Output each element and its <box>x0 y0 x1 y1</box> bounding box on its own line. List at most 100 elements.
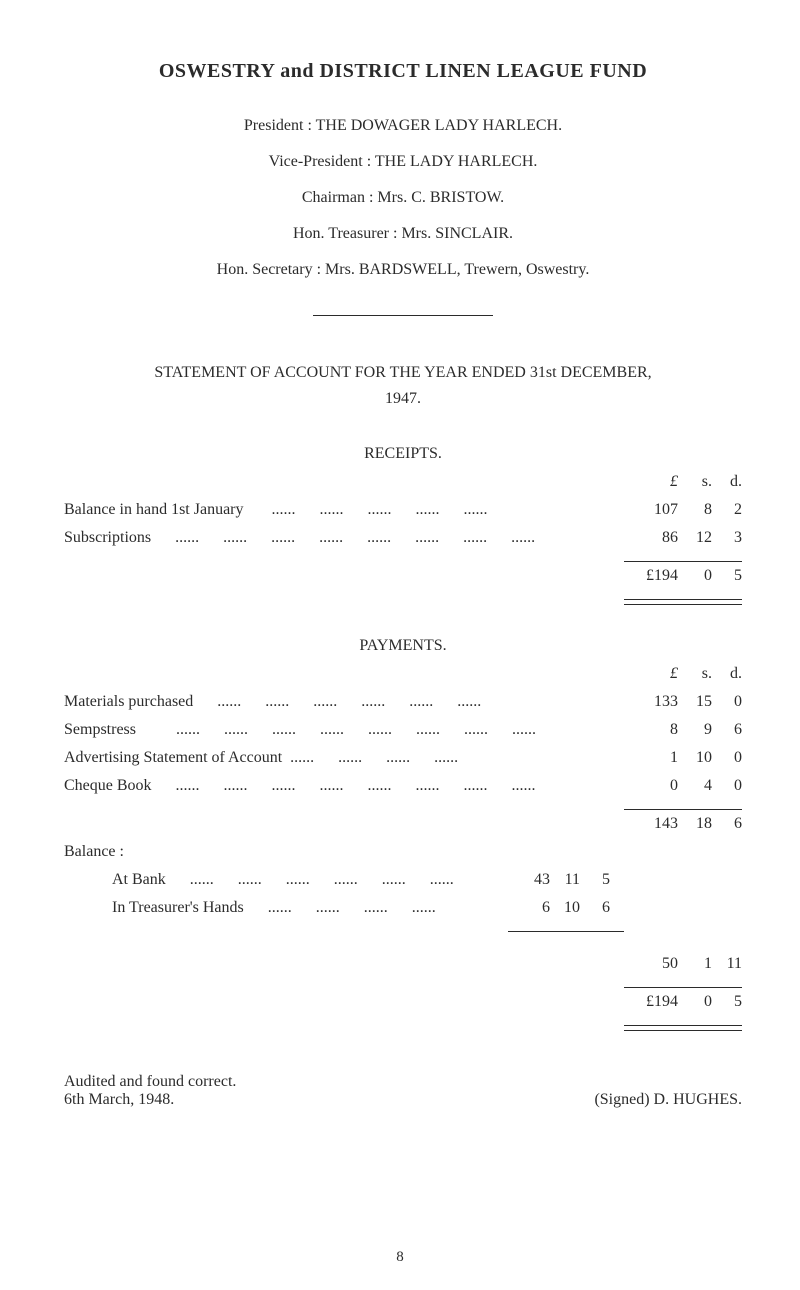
payments-total-rule <box>64 983 742 993</box>
payments-total-row: £194 0 5 <box>64 993 742 1021</box>
amount-d: 0 <box>712 777 742 795</box>
treasurer-line: Hon. Treasurer : Mrs. SINCLAIR. <box>64 225 742 243</box>
receipts-lsd-header: £ s. d. <box>64 473 742 501</box>
amount-l: 8 <box>624 721 678 739</box>
lsd-l: £ <box>624 665 678 683</box>
payments-subtotal-l: 143 <box>624 815 678 833</box>
payments-row: Materials purchased ...... ...... ......… <box>64 693 742 721</box>
vicepresident-label: Vice-President : <box>269 153 372 170</box>
audit-line1: Audited and found correct. <box>64 1073 742 1091</box>
amount-d: 0 <box>712 749 742 767</box>
balance-sum-s: 1 <box>678 955 712 973</box>
receipts-heading: RECEIPTS. <box>64 445 742 463</box>
receipts-row: Subscriptions ...... ...... ...... .....… <box>64 529 742 557</box>
payments-lsd-header: £ s. d. <box>64 665 742 693</box>
amount-s: 4 <box>678 777 712 795</box>
payments-section: PAYMENTS. £ s. d. Materials purchased ..… <box>64 637 742 1035</box>
balance-row-label: In Treasurer's Hands ...... ...... .....… <box>64 899 508 917</box>
amount-l: 133 <box>624 693 678 711</box>
president-name: THE DOWAGER LADY HARLECH. <box>316 117 563 134</box>
payments-subtotal-row: 143 18 6 <box>64 815 742 843</box>
vicepresident-name: THE LADY HARLECH. <box>375 153 538 170</box>
balance-label: Balance : <box>64 843 624 861</box>
amount-d: 0 <box>712 693 742 711</box>
balance-inner-rule-row <box>64 927 742 955</box>
lsd-l: £ <box>624 473 678 491</box>
inner-l: 43 <box>508 871 550 889</box>
audit-signed: (Signed) D. HUGHES. <box>594 1091 742 1109</box>
treasurer-label: Hon. Treasurer : <box>293 225 397 242</box>
audit-line2: 6th March, 1948. <box>64 1091 174 1109</box>
lsd-s: s. <box>678 665 712 683</box>
page-title: OSWESTRY and DISTRICT LINEN LEAGUE FUND <box>64 60 742 83</box>
audit-block: Audited and found correct. 6th March, 19… <box>64 1073 742 1109</box>
amount-l: 107 <box>624 501 678 519</box>
balance-row: At Bank ...... ...... ...... ...... ....… <box>64 871 742 899</box>
payments-row: Cheque Book ...... ...... ...... ...... … <box>64 777 742 805</box>
secretary-label: Hon. Secretary : <box>217 261 321 278</box>
document-page: OSWESTRY and DISTRICT LINEN LEAGUE FUND … <box>0 0 800 1290</box>
inner-s: 11 <box>550 871 580 889</box>
chairman-line: Chairman : Mrs. C. BRISTOW. <box>64 189 742 207</box>
payments-row-label: Materials purchased ...... ...... ......… <box>64 693 624 711</box>
amount-s: 15 <box>678 693 712 711</box>
balance-sum-d: 11 <box>712 955 742 973</box>
payments-subtotal-rule <box>64 805 742 815</box>
payments-row: Sempstress ...... ...... ...... ...... .… <box>64 721 742 749</box>
balance-label-row: Balance : <box>64 843 742 871</box>
amount-s: 12 <box>678 529 712 547</box>
vice-president-line: Vice-President : THE LADY HARLECH. <box>64 153 742 171</box>
receipts-total-d: 5 <box>712 567 742 585</box>
payments-total-s: 0 <box>678 993 712 1011</box>
receipts-total-l: £194 <box>624 567 678 585</box>
page-number: 8 <box>0 1249 800 1266</box>
amount-d: 3 <box>712 529 742 547</box>
secretary-line: Hon. Secretary : Mrs. BARDSWELL, Trewern… <box>64 261 742 279</box>
statement-heading-line1: STATEMENT OF ACCOUNT FOR THE YEAR ENDED … <box>64 360 742 386</box>
treasurer-name: Mrs. SINCLAIR. <box>401 225 513 242</box>
receipts-row-label: Balance in hand 1st January ...... .....… <box>64 501 624 519</box>
balance-inner-rule <box>508 931 624 933</box>
secretary-name: Mrs. BARDSWELL, Trewern, Oswestry. <box>325 261 589 278</box>
payments-row-label: Advertising Statement of Account ...... … <box>64 749 624 767</box>
amount-s: 8 <box>678 501 712 519</box>
amount-l: 0 <box>624 777 678 795</box>
chairman-name: Mrs. C. BRISTOW. <box>377 189 504 206</box>
statement-heading: STATEMENT OF ACCOUNT FOR THE YEAR ENDED … <box>64 360 742 411</box>
receipts-total-s: 0 <box>678 567 712 585</box>
payments-row-label: Sempstress ...... ...... ...... ...... .… <box>64 721 624 739</box>
chairman-label: Chairman : <box>302 189 374 206</box>
amount-d: 2 <box>712 501 742 519</box>
president-line: President : THE DOWAGER LADY HARLECH. <box>64 117 742 135</box>
balance-row-label: At Bank ...... ...... ...... ...... ....… <box>64 871 508 889</box>
inner-l: 6 <box>508 899 550 917</box>
payments-heading: PAYMENTS. <box>64 637 742 655</box>
inner-d: 5 <box>580 871 624 889</box>
balance-row: In Treasurer's Hands ...... ...... .....… <box>64 899 742 927</box>
amount-l: 1 <box>624 749 678 767</box>
receipts-row: Balance in hand 1st January ...... .....… <box>64 501 742 529</box>
receipts-double-rule <box>64 595 742 609</box>
lsd-d: d. <box>712 665 742 683</box>
amount-s: 10 <box>678 749 712 767</box>
lsd-s: s. <box>678 473 712 491</box>
balance-sum-row: 50 1 11 <box>64 955 742 983</box>
receipts-rule <box>64 557 742 567</box>
balance-sum-l: 50 <box>624 955 678 973</box>
payments-total-l: £194 <box>624 993 678 1011</box>
amount-d: 6 <box>712 721 742 739</box>
payments-double-rule <box>64 1021 742 1035</box>
payments-row-label: Cheque Book ...... ...... ...... ...... … <box>64 777 624 795</box>
amount-s: 9 <box>678 721 712 739</box>
receipts-section: RECEIPTS. £ s. d. Balance in hand 1st Ja… <box>64 445 742 609</box>
receipts-total-row: £194 0 5 <box>64 567 742 595</box>
divider-rule <box>313 315 493 316</box>
payments-total-d: 5 <box>712 993 742 1011</box>
president-label: President : <box>244 117 312 134</box>
payments-subtotal-s: 18 <box>678 815 712 833</box>
lsd-d: d. <box>712 473 742 491</box>
statement-heading-line2: 1947. <box>64 386 742 412</box>
inner-s: 10 <box>550 899 580 917</box>
payments-row: Advertising Statement of Account ...... … <box>64 749 742 777</box>
amount-l: 86 <box>624 529 678 547</box>
